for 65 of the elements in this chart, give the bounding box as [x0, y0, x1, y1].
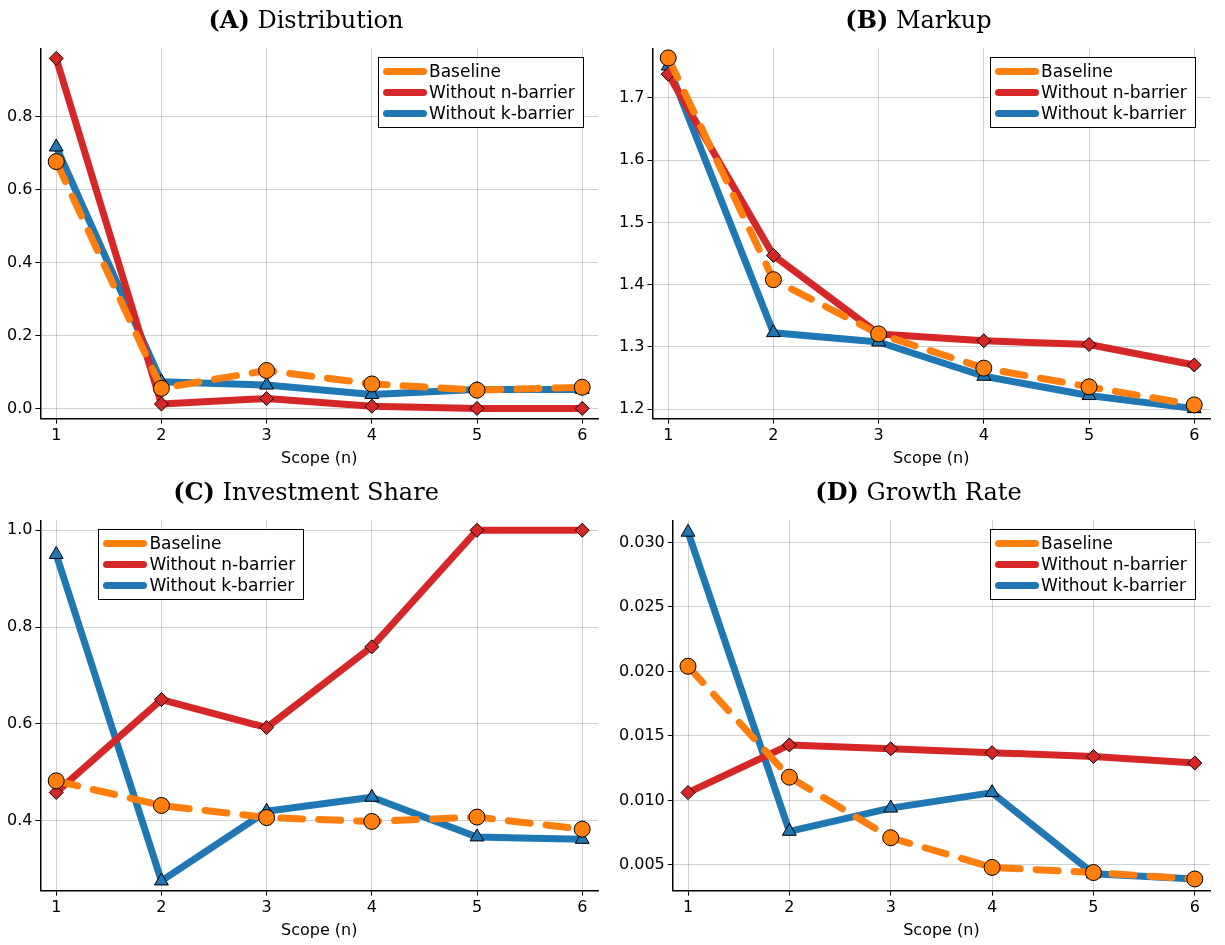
y-tick-label: 1.6: [618, 149, 645, 169]
x-tick-label: 2: [156, 425, 167, 445]
y-tick-label: 0.8: [6, 105, 33, 125]
x-tick-label: 1: [663, 425, 674, 445]
x-tick-label: 1: [51, 897, 62, 917]
y-tick-label: 1.5: [618, 211, 645, 231]
y-tick-label: 0.4: [6, 251, 33, 271]
chart-title: (D) Growth Rate: [814, 476, 1023, 508]
legend-label: Without k-barrier: [429, 102, 574, 124]
legend-label: Baseline: [1041, 532, 1114, 554]
x-tick-label: 3: [261, 425, 272, 445]
chart-title: (A) Distribution: [207, 4, 405, 36]
x-tick-label: 4: [986, 897, 998, 917]
y-tick-label: 0.8: [6, 616, 33, 636]
x-tick-label: 6: [577, 897, 588, 917]
legend-label: Baseline: [149, 532, 222, 554]
x-tick-label: 6: [577, 425, 588, 445]
y-tick-label: 0.025: [618, 596, 665, 616]
y-tick-label: 0.6: [6, 712, 33, 732]
x-tick-label: 5: [1083, 425, 1095, 445]
chart-title: (B) Markup: [844, 4, 993, 36]
x-axis-title: Scope (n): [281, 919, 358, 939]
x-tick-label: 2: [784, 897, 795, 917]
legend-label: Without n-barrier: [1041, 81, 1187, 103]
y-tick-label: 1.0: [6, 519, 33, 539]
y-tick-label: 1.3: [618, 336, 645, 356]
x-tick-label: 3: [261, 897, 272, 917]
legend-label: Without k-barrier: [149, 574, 295, 596]
x-tick-label: 4: [366, 425, 377, 445]
legend-label: Baseline: [429, 60, 502, 82]
y-tick-label: 0.010: [618, 789, 665, 809]
x-tick-label: 5: [1088, 897, 1099, 917]
legend-label: Without n-barrier: [149, 553, 296, 575]
legend-label: Without k-barrier: [1041, 102, 1186, 124]
y-tick-label: 0.0: [6, 397, 33, 417]
y-tick-label: 0.030: [618, 531, 665, 551]
y-tick-label: 0.2: [6, 324, 33, 344]
x-tick-label: 6: [1189, 897, 1200, 917]
legend-label: Without k-barrier: [1041, 574, 1186, 596]
x-tick-label: 6: [1189, 425, 1200, 445]
legend-label: Baseline: [1041, 60, 1114, 82]
x-tick-label: 2: [156, 897, 167, 917]
y-tick-label: 0.015: [618, 725, 665, 745]
y-tick-label: 1.4: [618, 273, 645, 293]
x-tick-label: 4: [978, 425, 989, 445]
y-tick-label: 1.2: [618, 398, 645, 418]
legend-label: Without n-barrier: [429, 81, 575, 103]
x-axis-title: Scope (n): [903, 919, 980, 939]
x-tick-label: 3: [885, 897, 896, 917]
x-tick-label: 5: [471, 425, 483, 445]
x-tick-label: 1: [682, 897, 694, 917]
legend-label: Without n-barrier: [1041, 553, 1187, 575]
chart-title: (C) Investment Share: [172, 476, 440, 508]
x-axis-title: Scope (n): [893, 447, 970, 467]
y-tick-label: 0.020: [618, 660, 665, 680]
x-tick-label: 1: [51, 425, 62, 445]
y-tick-label: 0.6: [6, 178, 33, 198]
x-axis-title: Scope (n): [281, 447, 358, 467]
y-tick-label: 0.4: [6, 809, 33, 829]
y-tick-label: 1.7: [618, 86, 645, 106]
x-tick-label: 5: [471, 897, 483, 917]
x-tick-label: 4: [366, 897, 377, 917]
x-tick-label: 2: [768, 425, 779, 445]
y-tick-label: 0.005: [618, 853, 665, 873]
x-tick-label: 3: [873, 425, 884, 445]
